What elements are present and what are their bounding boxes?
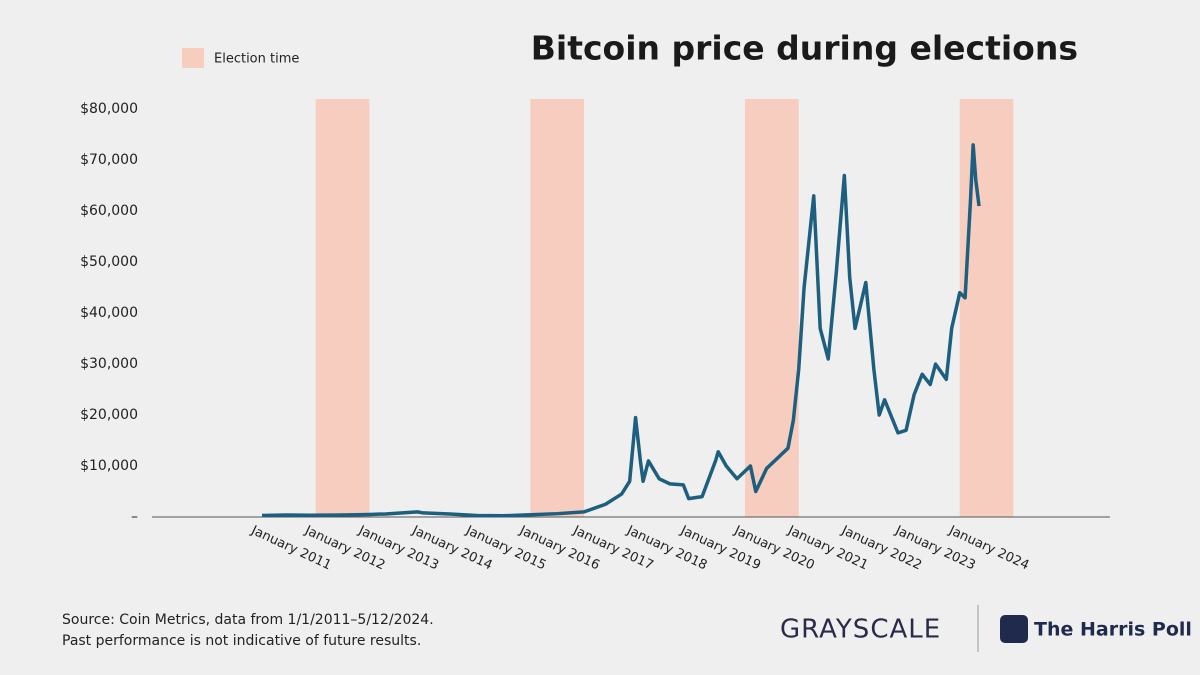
y-tick-label: – [131,509,138,525]
source-note: Source: Coin Metrics, data from 1/1/2011… [62,612,434,628]
y-tick-label: $10,000 [80,458,138,474]
logo-grayscale: GRAYSCALE [780,615,941,645]
y-tick-label: $80,000 [80,101,138,117]
y-tick-label: $20,000 [80,407,138,423]
legend-label: Election time [214,52,299,67]
election-band [745,99,799,517]
chart-title: Bitcoin price during elections [531,29,1078,68]
y-tick-label: $60,000 [80,203,138,219]
y-tick-label: $40,000 [80,305,138,321]
legend-swatch [182,48,204,68]
logo-harris: The Harris Poll [1034,619,1192,641]
logo-icon [1000,615,1028,643]
y-tick-label: $50,000 [80,254,138,270]
election-band [959,99,1014,517]
election-band [530,99,585,517]
price-line [261,143,981,518]
y-tick-label: $70,000 [80,152,138,168]
source-note: Past performance is not indicative of fu… [62,633,421,649]
election-band [315,99,370,517]
y-tick-label: $30,000 [80,356,138,372]
